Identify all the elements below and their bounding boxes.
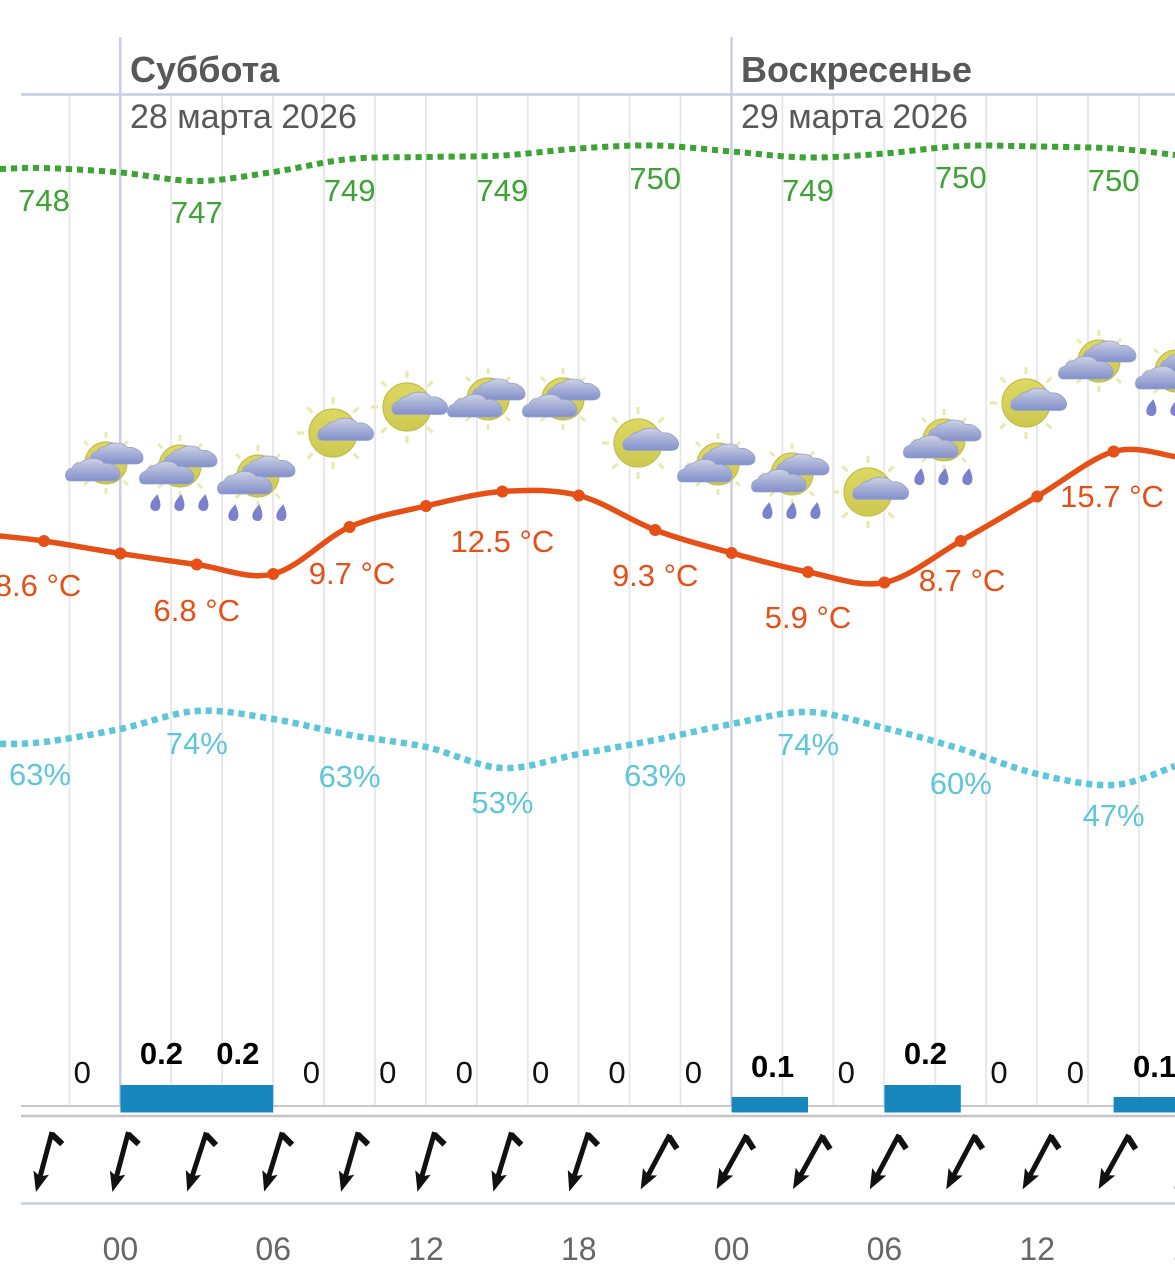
svg-text:60%: 60% — [930, 766, 992, 801]
svg-text:63%: 63% — [319, 759, 381, 794]
svg-text:0: 0 — [685, 1055, 702, 1090]
svg-text:47%: 47% — [1083, 798, 1145, 833]
svg-text:18: 18 — [561, 1231, 597, 1267]
svg-text:63%: 63% — [624, 758, 686, 793]
svg-text:12: 12 — [1019, 1231, 1055, 1267]
svg-text:6.8 °C: 6.8 °C — [154, 593, 241, 628]
svg-text:0.2: 0.2 — [140, 1036, 183, 1071]
svg-text:63%: 63% — [9, 757, 71, 792]
svg-text:29 марта 2026: 29 марта 2026 — [741, 98, 968, 136]
svg-text:06: 06 — [255, 1231, 291, 1267]
svg-text:12.5 °C: 12.5 °C — [451, 524, 555, 559]
svg-text:0: 0 — [456, 1055, 473, 1090]
svg-text:74%: 74% — [777, 727, 839, 762]
svg-text:74%: 74% — [166, 726, 228, 761]
svg-text:747: 747 — [171, 195, 223, 230]
svg-text:0: 0 — [1067, 1055, 1084, 1090]
svg-text:749: 749 — [477, 173, 529, 208]
svg-text:Суббота: Суббота — [130, 49, 280, 90]
svg-text:0: 0 — [303, 1055, 320, 1090]
svg-text:53%: 53% — [471, 785, 533, 820]
svg-text:0: 0 — [838, 1055, 855, 1090]
svg-text:00: 00 — [714, 1231, 750, 1267]
svg-text:5.9 °C: 5.9 °C — [765, 600, 852, 635]
svg-text:750: 750 — [629, 161, 681, 196]
svg-text:00: 00 — [103, 1231, 139, 1267]
svg-text:749: 749 — [324, 173, 376, 208]
svg-text:9.7 °C: 9.7 °C — [309, 556, 396, 591]
svg-text:0: 0 — [532, 1055, 549, 1090]
svg-text:750: 750 — [1088, 163, 1140, 198]
svg-text:0.1: 0.1 — [751, 1049, 794, 1084]
svg-text:748: 748 — [18, 183, 70, 218]
svg-text:9.3 °C: 9.3 °C — [612, 558, 699, 593]
svg-text:8.7 °C: 8.7 °C — [919, 563, 1006, 598]
svg-text:0.2: 0.2 — [904, 1036, 947, 1071]
svg-text:18: 18 — [1172, 1231, 1175, 1267]
svg-text:0.2: 0.2 — [216, 1036, 259, 1071]
svg-text:12: 12 — [408, 1231, 444, 1267]
svg-text:15.7 °C: 15.7 °C — [1060, 479, 1164, 514]
svg-text:0: 0 — [379, 1055, 396, 1090]
svg-text:28 марта 2026: 28 марта 2026 — [130, 98, 357, 136]
svg-text:0: 0 — [990, 1055, 1007, 1090]
svg-text:0.1: 0.1 — [1133, 1049, 1175, 1084]
svg-text:0: 0 — [74, 1055, 91, 1090]
svg-text:8.6 °C: 8.6 °C — [0, 568, 81, 603]
svg-text:Воскресенье: Воскресенье — [741, 49, 972, 90]
svg-text:06: 06 — [867, 1231, 903, 1267]
svg-text:749: 749 — [782, 173, 834, 208]
svg-text:0: 0 — [608, 1055, 625, 1090]
svg-text:750: 750 — [935, 160, 987, 195]
